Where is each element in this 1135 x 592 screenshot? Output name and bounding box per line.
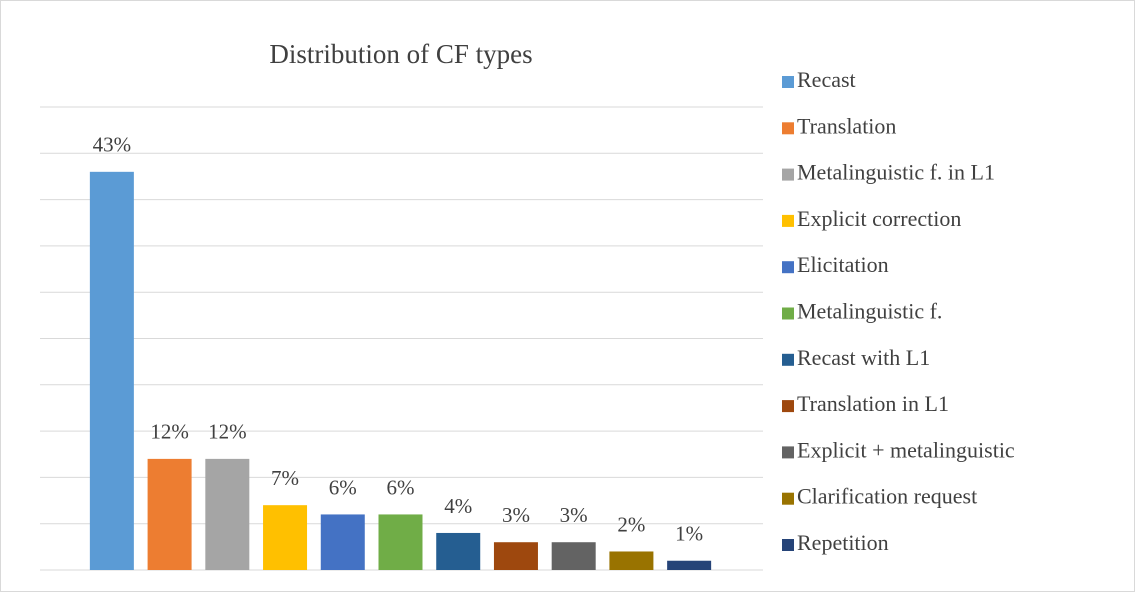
bar bbox=[436, 532, 481, 570]
legend-label: Translation bbox=[797, 113, 896, 138]
legend-swatch bbox=[782, 168, 794, 181]
data-label: 6% bbox=[329, 475, 357, 499]
bar bbox=[493, 542, 538, 570]
legend-label: Metalinguistic f. in L1 bbox=[797, 160, 995, 185]
bar bbox=[89, 171, 134, 570]
chart-title: Distribution of CF types bbox=[269, 39, 532, 69]
legend-swatch bbox=[782, 76, 794, 88]
data-label: 3% bbox=[502, 503, 530, 527]
data-label: 12% bbox=[150, 420, 189, 444]
data-label: 7% bbox=[271, 466, 299, 490]
bar bbox=[263, 505, 308, 570]
bar bbox=[667, 560, 712, 570]
bar bbox=[609, 551, 654, 570]
legend-label: Recast with L1 bbox=[797, 345, 930, 370]
bar bbox=[205, 458, 250, 570]
data-label: 1% bbox=[675, 522, 703, 546]
legend-swatch bbox=[782, 214, 794, 227]
legend-swatch bbox=[782, 122, 794, 135]
bar bbox=[551, 542, 596, 570]
legend-label: Explicit + metalinguistic bbox=[797, 437, 1015, 462]
legend-swatch bbox=[782, 353, 794, 366]
legend-label: Explicit correction bbox=[797, 206, 961, 231]
legend-label: Clarification request bbox=[797, 484, 977, 509]
data-label: 4% bbox=[444, 494, 472, 518]
legend-swatch bbox=[782, 400, 794, 413]
data-label: 6% bbox=[387, 475, 415, 499]
legend-label: Elicitation bbox=[797, 252, 889, 277]
legend-label: Recast bbox=[797, 67, 856, 92]
legend-swatch bbox=[782, 539, 794, 551]
legend-label: Metalinguistic f. bbox=[797, 299, 942, 324]
data-label: 43% bbox=[93, 133, 132, 157]
legend-label: Translation in L1 bbox=[797, 391, 949, 416]
data-label: 2% bbox=[617, 512, 645, 536]
bar bbox=[320, 514, 365, 570]
legend-swatch bbox=[782, 261, 794, 274]
bar bbox=[378, 514, 423, 570]
bar bbox=[147, 458, 192, 570]
data-label: 3% bbox=[560, 503, 588, 527]
legend-swatch bbox=[782, 307, 794, 320]
legend-swatch bbox=[782, 492, 794, 505]
legend-swatch bbox=[782, 446, 794, 459]
legend-label: Repetition bbox=[797, 530, 889, 555]
data-label: 12% bbox=[208, 420, 247, 444]
